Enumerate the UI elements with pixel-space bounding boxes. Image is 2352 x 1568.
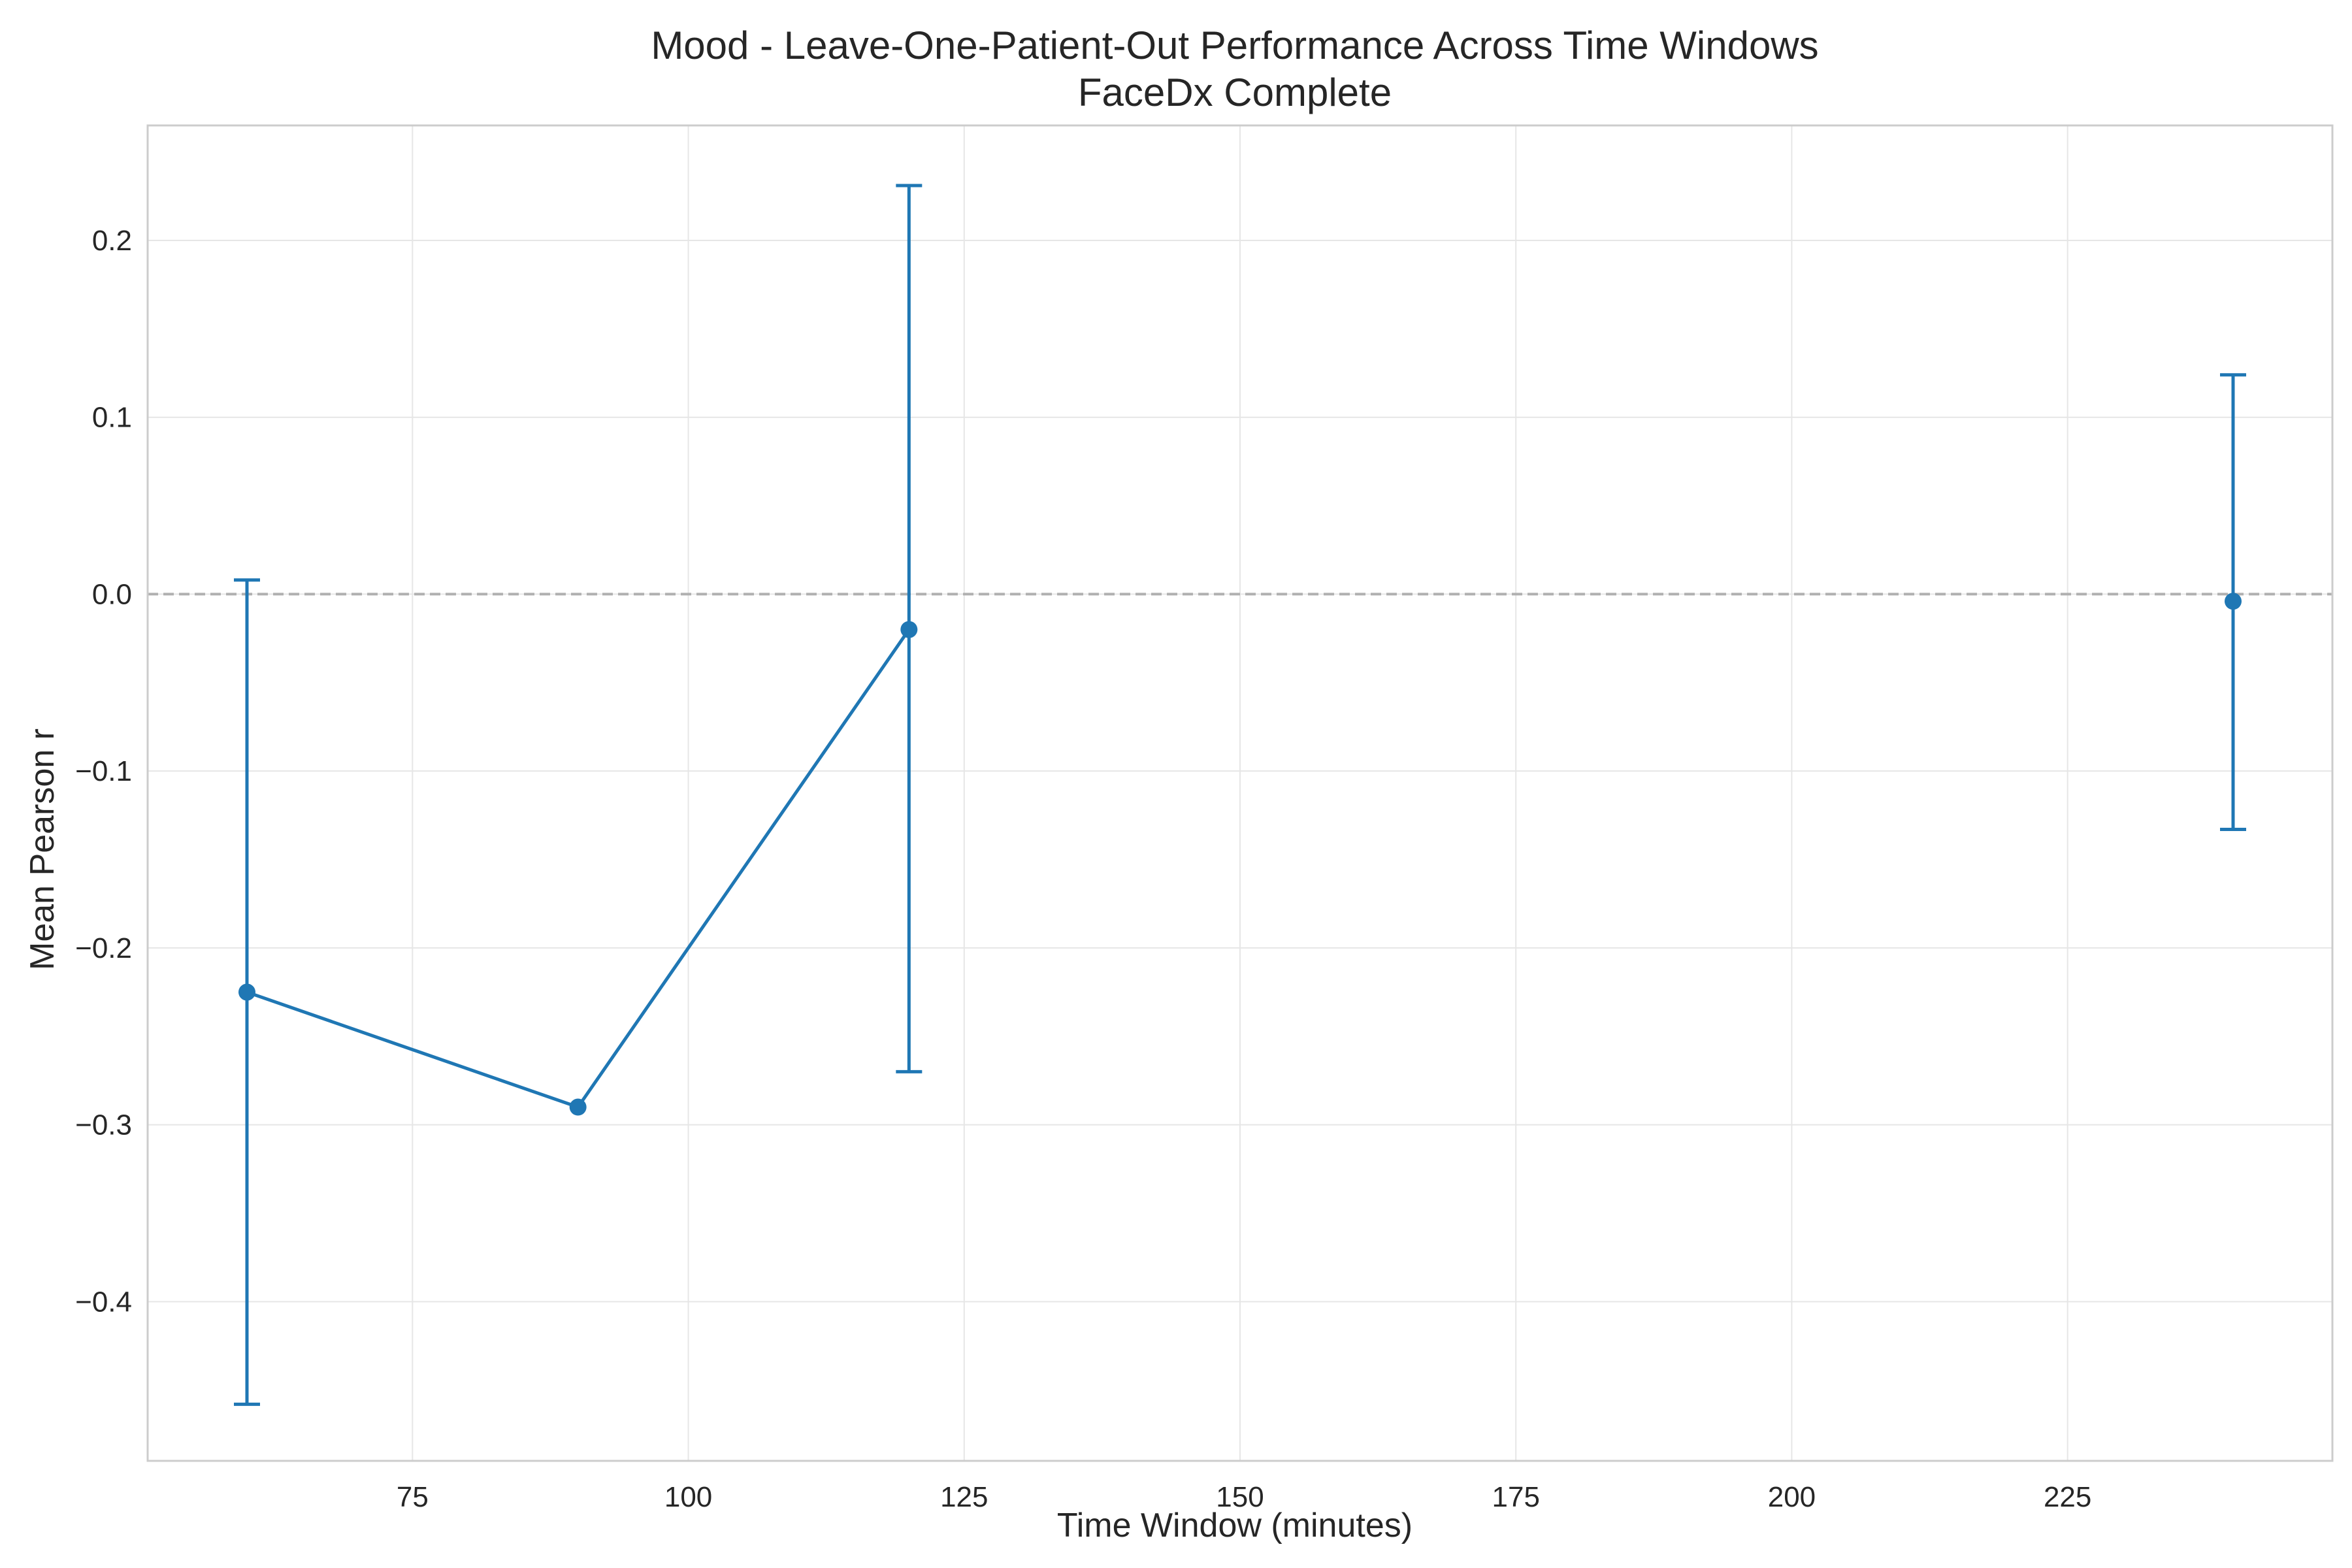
x-axis-label: Time Window (minutes) (1057, 1507, 1413, 1544)
y-tick-label: 0.1 (92, 402, 132, 434)
x-tick-label: 175 (1492, 1481, 1540, 1513)
y-tick-labels: −0.4 −0.3 −0.2 −0.1 0.0 0.1 0.2 (75, 225, 132, 1318)
data-point (900, 621, 918, 638)
x-tick-label: 75 (397, 1481, 429, 1513)
plot-frame (146, 124, 2334, 1462)
x-tick-label: 225 (2044, 1481, 2091, 1513)
data-points (238, 593, 2242, 1116)
x-tick-label: 100 (664, 1481, 712, 1513)
x-tick-label: 150 (1216, 1481, 1264, 1513)
data-point (569, 1098, 587, 1116)
y-tick-label: −0.1 (75, 755, 132, 787)
x-tick-label: 125 (940, 1481, 988, 1513)
data-point (238, 983, 255, 1001)
y-tick-label: −0.4 (75, 1286, 132, 1318)
y-tick-label: 0.2 (92, 225, 132, 257)
y-tick-label: −0.2 (75, 932, 132, 964)
x-tick-label: 200 (1768, 1481, 1816, 1513)
y-axis-label: Mean Pearson r (24, 728, 61, 970)
chart-subtitle: FaceDx Complete (1078, 71, 1392, 114)
data-point (2225, 593, 2242, 610)
y-tick-label: 0.0 (92, 578, 132, 610)
y-tick-label: −0.3 (75, 1109, 132, 1141)
series-lines (246, 629, 911, 1109)
x-tick-labels: 75 100 125 150 175 200 225 (397, 1481, 2092, 1513)
series-line (246, 629, 911, 1109)
grid (148, 125, 2332, 1461)
chart-title: Mood - Leave-One-Patient-Out Performance… (651, 24, 1818, 67)
